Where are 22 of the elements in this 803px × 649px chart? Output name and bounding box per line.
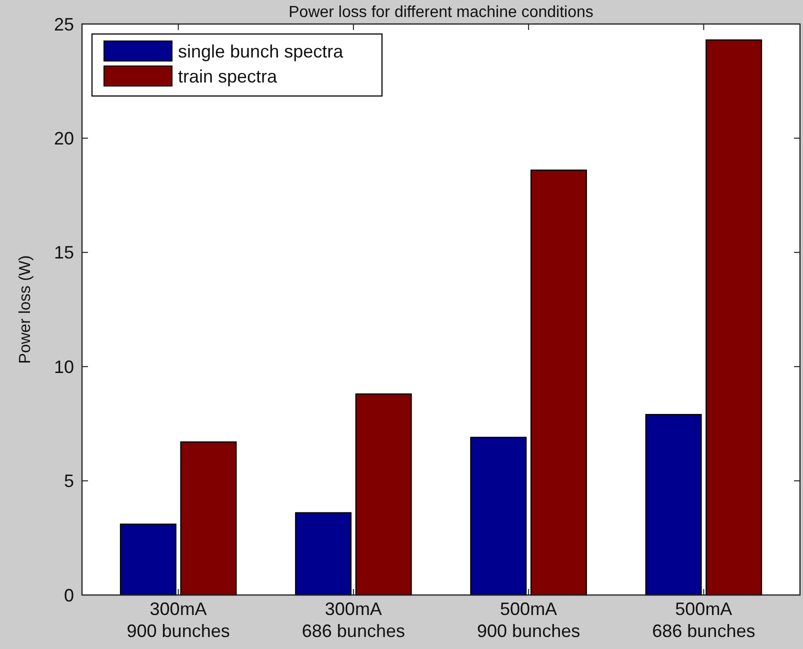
y-tick-label: 0 — [64, 585, 74, 606]
bar — [120, 524, 176, 596]
y-tick-label: 10 — [54, 356, 74, 377]
bar — [470, 436, 527, 596]
bar — [645, 414, 702, 596]
x-tick-label: 500mA 686 bunches — [652, 599, 756, 641]
bar — [180, 441, 237, 596]
x-tick-label: 500mA 900 bunches — [477, 599, 580, 641]
y-tick-label: 25 — [54, 14, 74, 34]
x-tick-label: 300mA 686 bunches — [302, 599, 405, 641]
legend-label: train spectra — [178, 66, 278, 86]
y-tick-label: 20 — [54, 128, 74, 148]
bar — [706, 39, 762, 596]
chart-title: Power loss for different machine conditions — [288, 4, 594, 21]
bar — [355, 393, 412, 596]
bar — [295, 512, 352, 596]
bar — [530, 170, 587, 596]
y-axis-title: Power loss (W) — [17, 255, 34, 364]
legend-label: single bunch spectra — [178, 41, 344, 62]
y-tick-label: 15 — [54, 242, 74, 263]
x-tick-label: 300mA 900 bunches — [126, 599, 230, 641]
y-tick-label: 5 — [64, 471, 74, 492]
